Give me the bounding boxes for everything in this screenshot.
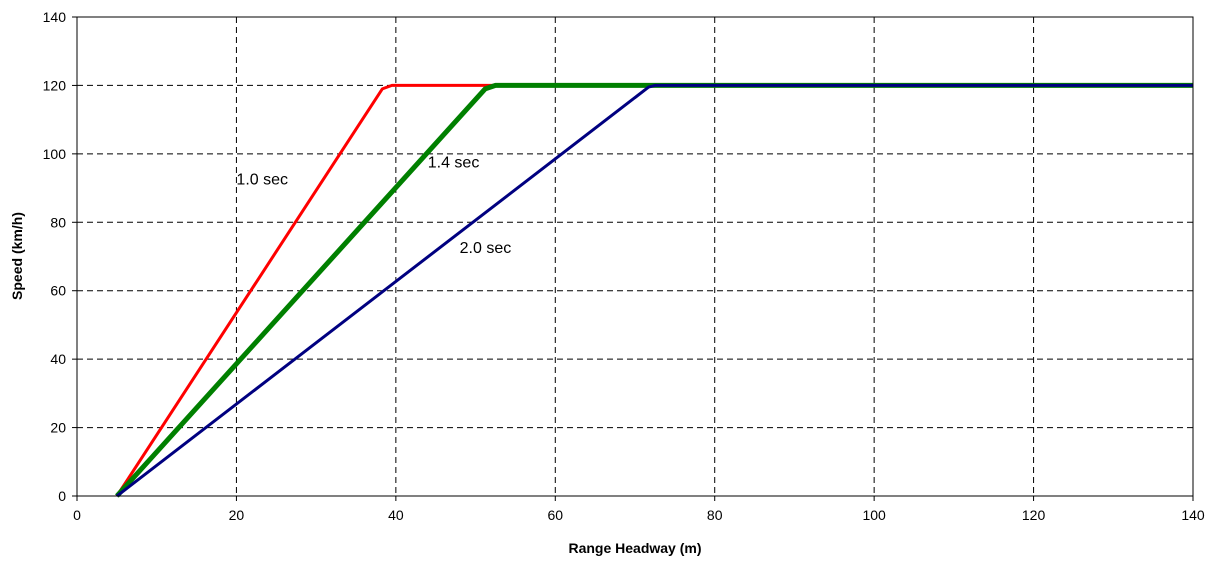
series-lines (115, 82, 1193, 498)
y-tick-label: 120 (43, 77, 67, 93)
y-axis-title: Speed (km/h) (9, 212, 25, 300)
x-tick-label: 120 (1022, 507, 1046, 523)
y-tick-label: 80 (50, 214, 66, 230)
series-annotation-label: 2.0 sec (460, 240, 512, 257)
x-tick-label: 40 (388, 507, 404, 523)
y-tick-label: 60 (50, 283, 66, 299)
x-tick-label: 20 (229, 507, 245, 523)
x-tick-label: 0 (73, 507, 81, 523)
y-axis-ticks: 0 20 40 60 80 100 120 140 (43, 9, 77, 504)
y-tick-label: 140 (43, 9, 67, 25)
x-axis-ticks: 0 20 40 60 80 100 120 140 (73, 496, 1205, 523)
x-tick-label: 100 (862, 507, 886, 523)
x-tick-label: 80 (707, 507, 723, 523)
series-annotation-label: 1.4 sec (428, 155, 480, 172)
y-tick-label: 100 (43, 146, 67, 162)
x-axis-title: Range Headway (m) (568, 540, 701, 556)
series-line-2-0-sec (115, 83, 1193, 498)
y-tick-label: 20 (50, 420, 66, 436)
y-tick-label: 0 (58, 488, 66, 504)
x-tick-label: 60 (547, 507, 563, 523)
grid-lines (77, 17, 1193, 496)
series-annotation-label: 1.0 sec (236, 172, 288, 189)
x-tick-label: 140 (1181, 507, 1205, 523)
plot-area-frame (76, 16, 1194, 497)
series-annotations: 1.0 sec 1.4 sec 2.0 sec (236, 155, 511, 258)
y-tick-label: 40 (50, 351, 66, 367)
